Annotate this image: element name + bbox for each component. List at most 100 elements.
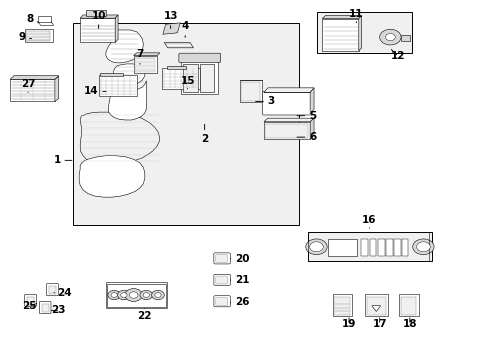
Text: 25: 25 (22, 301, 37, 311)
FancyBboxPatch shape (46, 284, 58, 296)
Polygon shape (108, 81, 146, 120)
Polygon shape (115, 15, 118, 42)
Text: 14: 14 (84, 86, 106, 96)
Bar (49, 286, 56, 294)
Bar (200, 64, 214, 93)
FancyBboxPatch shape (25, 294, 36, 306)
Circle shape (155, 293, 161, 297)
Polygon shape (264, 88, 313, 93)
Circle shape (117, 291, 130, 300)
Circle shape (412, 239, 433, 255)
Bar (100, 73, 122, 76)
Text: 23: 23 (51, 305, 66, 315)
Circle shape (124, 289, 142, 301)
Bar (322, 18, 358, 51)
Text: 11: 11 (348, 9, 363, 23)
FancyBboxPatch shape (213, 253, 230, 264)
Text: 22: 22 (137, 309, 152, 321)
Polygon shape (55, 76, 59, 102)
Bar (401, 239, 407, 256)
Bar (334, 297, 349, 315)
Bar (400, 297, 415, 315)
Bar (265, 124, 307, 138)
Text: 8: 8 (26, 14, 39, 24)
Text: 13: 13 (163, 12, 178, 28)
FancyBboxPatch shape (213, 296, 230, 307)
Bar (162, 68, 200, 89)
Bar (377, 239, 384, 256)
Bar (239, 80, 261, 102)
Bar (366, 297, 385, 315)
Text: 3: 3 (255, 96, 274, 107)
Polygon shape (80, 112, 159, 165)
Bar (181, 60, 217, 94)
Text: 5: 5 (296, 111, 316, 121)
Polygon shape (80, 15, 118, 18)
Bar (27, 297, 34, 305)
Bar (317, 12, 411, 53)
Bar (41, 304, 48, 312)
Text: 7: 7 (136, 49, 143, 64)
Circle shape (111, 293, 117, 297)
Bar (393, 239, 400, 256)
Circle shape (108, 291, 120, 300)
Circle shape (416, 242, 429, 252)
FancyBboxPatch shape (215, 255, 227, 262)
Bar (361, 239, 367, 256)
Bar (135, 58, 154, 72)
Bar (166, 66, 186, 69)
FancyBboxPatch shape (215, 297, 227, 305)
Circle shape (309, 242, 323, 252)
Polygon shape (38, 17, 51, 22)
Text: 27: 27 (21, 79, 35, 93)
Polygon shape (133, 53, 160, 56)
Bar (26, 31, 50, 41)
Text: 17: 17 (371, 318, 386, 329)
Circle shape (379, 29, 400, 45)
Circle shape (305, 239, 326, 255)
Bar (327, 239, 357, 256)
Text: 20: 20 (230, 253, 249, 264)
Bar (400, 35, 409, 41)
Polygon shape (358, 16, 361, 51)
Polygon shape (309, 118, 313, 139)
Bar (307, 232, 431, 261)
Bar (183, 64, 198, 93)
Bar (332, 294, 352, 316)
Circle shape (151, 291, 164, 300)
Text: 12: 12 (389, 50, 404, 61)
FancyBboxPatch shape (213, 274, 230, 285)
FancyBboxPatch shape (179, 53, 220, 63)
Polygon shape (164, 42, 193, 48)
Polygon shape (113, 64, 144, 85)
Bar (10, 79, 55, 102)
Bar (369, 239, 375, 256)
FancyBboxPatch shape (39, 301, 51, 314)
Bar (241, 82, 259, 101)
Bar (73, 23, 299, 225)
Polygon shape (309, 88, 313, 114)
Polygon shape (163, 23, 180, 34)
Text: 9: 9 (18, 32, 32, 42)
Text: 21: 21 (230, 275, 249, 285)
Text: 18: 18 (402, 318, 416, 329)
Polygon shape (10, 76, 59, 79)
FancyBboxPatch shape (215, 276, 227, 284)
Circle shape (143, 293, 149, 297)
Circle shape (129, 292, 138, 298)
Polygon shape (264, 118, 313, 122)
Bar (25, 29, 53, 42)
Polygon shape (371, 306, 380, 311)
Bar (264, 122, 309, 139)
Bar (386, 239, 392, 256)
Bar (398, 294, 418, 316)
Text: 16: 16 (362, 215, 376, 228)
Text: 24: 24 (54, 288, 72, 297)
Polygon shape (79, 156, 144, 197)
Text: 19: 19 (341, 318, 355, 329)
Text: 26: 26 (230, 297, 249, 307)
Bar (86, 10, 106, 17)
Bar (106, 282, 167, 308)
Polygon shape (322, 16, 361, 18)
Circle shape (121, 293, 127, 297)
